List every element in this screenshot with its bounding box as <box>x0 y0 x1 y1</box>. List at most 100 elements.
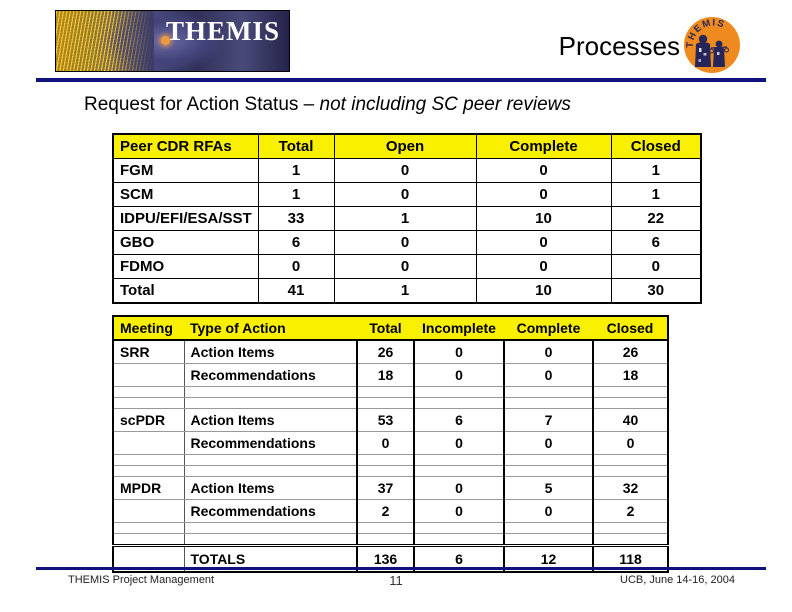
action-status-table: Meeting Type of Action Total Incomplete Comp… <box>112 315 669 573</box>
spacer-cell <box>113 522 185 534</box>
table-cell: 41 <box>257 278 335 304</box>
table-cell: 18 <box>357 363 415 387</box>
row-label: Total <box>112 278 259 304</box>
table-cell: 10 <box>475 278 612 304</box>
meeting-label <box>113 499 185 523</box>
spacer-cell <box>357 522 415 534</box>
table-row: GBO 6 0 0 6 <box>112 230 702 255</box>
spacer-cell <box>357 454 415 466</box>
column-header: Closed <box>593 316 668 341</box>
table-cell: 0 <box>504 340 594 364</box>
table-cell: 0 <box>257 254 335 279</box>
spacer-row <box>113 454 668 466</box>
page-title: Processes <box>558 31 680 61</box>
table-cell: 32 <box>593 476 668 500</box>
rfa-table-body: FGM 1 0 0 1 SCM 1 0 0 1 IDPU/EFI/ESA/SST 33 1 10 22 GBO… <box>112 158 702 304</box>
meeting-label: scPDR <box>113 408 185 432</box>
column-header: Open <box>333 133 477 159</box>
spacer-cell <box>357 397 415 409</box>
table-row: IDPU/EFI/ESA/SST 33 1 10 22 <box>112 206 702 231</box>
spacer-cell <box>357 386 415 398</box>
subtitle-italic: not including SC peer reviews <box>319 94 571 115</box>
spacer-row <box>113 397 668 409</box>
action-type-label: Action Items <box>184 408 358 432</box>
footer-rule <box>36 567 766 570</box>
table-cell: 2 <box>593 499 668 523</box>
table-cell: 30 <box>610 278 702 304</box>
table-cell: 33 <box>257 206 335 231</box>
table-cell: 0 <box>504 363 594 387</box>
column-header: Type of Action <box>184 316 357 341</box>
table-cell: 26 <box>593 340 668 364</box>
meeting-label <box>113 363 185 387</box>
spacer-cell <box>357 465 415 477</box>
table-cell: 26 <box>357 340 415 364</box>
table-row: FDMO 0 0 0 0 <box>112 254 702 279</box>
meeting-label: SRR <box>113 340 185 364</box>
column-header: Closed <box>610 133 702 159</box>
spacer-cell <box>593 454 668 466</box>
spacer-cell <box>504 454 594 466</box>
spacer-cell <box>113 454 185 466</box>
table-cell: 0 <box>414 476 505 500</box>
spacer-cell <box>113 465 185 477</box>
column-header: Complete <box>475 133 612 159</box>
table-cell: 0 <box>475 158 612 183</box>
table-cell: 18 <box>593 363 668 387</box>
table-row: Total 41 1 10 30 <box>112 278 702 304</box>
table-cell: 1 <box>610 158 702 183</box>
table-cell: 10 <box>475 206 612 231</box>
table-cell: 0 <box>610 254 702 279</box>
action-type-label: Recommendations <box>184 499 358 523</box>
spacer-cell <box>414 522 505 534</box>
header-rule <box>36 78 766 82</box>
spacer-cell <box>593 465 668 477</box>
footer-right-text: UCB, June 14-16, 2004 <box>620 574 735 586</box>
subtitle-regular: Request for Action Status – <box>84 94 320 115</box>
spacer-cell <box>113 397 185 409</box>
footer-left-text: THEMIS Project Management <box>68 574 215 586</box>
column-header: Peer CDR RFAs <box>112 133 259 159</box>
spacer-row <box>113 465 668 477</box>
table-cell: 1 <box>333 278 477 304</box>
table-row: Recommendations 18 0 0 18 <box>113 363 668 387</box>
table-cell: 0 <box>333 230 477 255</box>
spacer-row <box>113 386 668 398</box>
spacer-cell <box>504 522 594 534</box>
spacer-cell <box>504 465 594 477</box>
column-header: Complete <box>504 316 593 341</box>
table-cell: 0 <box>333 182 477 207</box>
action-table-body: SRR Action Items 26 0 0 26 Recommendations 18 0 0… <box>113 340 668 572</box>
spacer-cell <box>357 533 415 546</box>
table-row: Recommendations 2 0 0 2 <box>113 499 668 523</box>
table-cell: 0 <box>593 431 668 455</box>
peer-cdr-rfa-table: Peer CDR RFAs Total Open Complete Closed FGM… <box>112 133 702 304</box>
table-cell: 1 <box>257 182 335 207</box>
table-cell: 5 <box>504 476 594 500</box>
table-cell: 0 <box>504 499 594 523</box>
table-cell: 0 <box>414 340 505 364</box>
table-cell: 1 <box>257 158 335 183</box>
table-row: MPDR Action Items 37 0 5 32 <box>113 476 668 500</box>
column-header: Total <box>257 133 335 159</box>
spacer-cell <box>593 397 668 409</box>
spacer-cell <box>184 465 358 477</box>
spacer-cell <box>113 386 185 398</box>
table-cell: 0 <box>414 363 505 387</box>
action-type-label: Recommendations <box>184 431 358 455</box>
table-cell: 0 <box>475 182 612 207</box>
table-cell: 6 <box>610 230 702 255</box>
action-type-label: Action Items <box>184 340 358 364</box>
table-cell: 0 <box>475 230 612 255</box>
spacer-cell <box>184 386 358 398</box>
spacer-cell <box>593 533 668 546</box>
row-label: FDMO <box>112 254 259 279</box>
spacer-cell <box>593 522 668 534</box>
table-row: FGM 1 0 0 1 <box>112 158 702 183</box>
table-cell: 6 <box>414 408 505 432</box>
spacer-cell <box>184 454 358 466</box>
meeting-label: MPDR <box>113 476 185 500</box>
rfa-header-row: Peer CDR RFAs Total Open Complete Closed <box>112 133 702 159</box>
row-label: IDPU/EFI/ESA/SST <box>112 206 259 231</box>
